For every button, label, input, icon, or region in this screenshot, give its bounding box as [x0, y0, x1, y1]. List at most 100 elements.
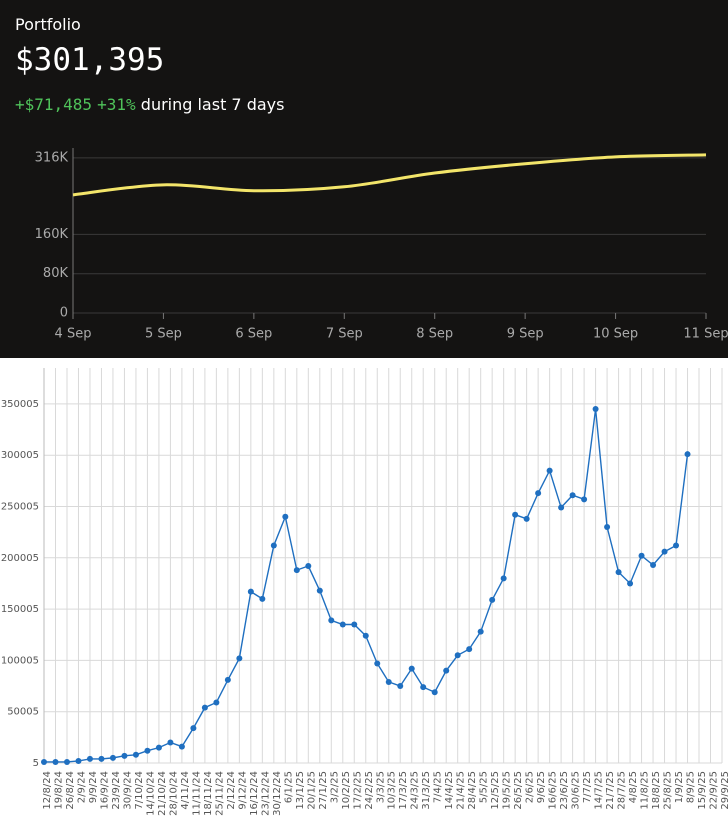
x-tick-label: 14/10/24 — [145, 771, 156, 816]
y-tick-label: 100005 — [1, 655, 39, 666]
point — [581, 496, 588, 503]
x-tick-label: 22/9/25 — [709, 771, 720, 810]
point — [443, 667, 450, 674]
x-tick-label: 9/12/24 — [237, 771, 248, 810]
x-tick-label: 1/9/25 — [674, 771, 685, 803]
point — [397, 683, 404, 690]
x-tick-label: 9 Sep — [507, 327, 544, 342]
y-tick-label: 150005 — [1, 604, 39, 615]
change-row: +$71,485 +31% during last 7 days — [15, 95, 284, 114]
x-tick-label: 28/10/24 — [168, 771, 179, 816]
point — [684, 451, 691, 458]
point — [316, 587, 323, 594]
x-tick-label: 16/9/24 — [99, 771, 110, 810]
x-tick-label: 25/8/25 — [663, 771, 674, 810]
point — [52, 758, 59, 765]
x-tick-label: 30/9/24 — [122, 771, 133, 810]
x-tick-label: 30/12/24 — [272, 771, 283, 816]
point — [132, 751, 139, 758]
point — [86, 755, 93, 762]
point — [98, 755, 105, 762]
point — [121, 752, 128, 759]
x-tick-label: 18/11/24 — [203, 771, 214, 816]
point — [305, 563, 312, 570]
point — [293, 567, 300, 574]
portfolio-value: $301,395 — [15, 42, 165, 78]
point — [259, 595, 266, 602]
x-tick-label: 21/7/25 — [605, 771, 616, 810]
point — [75, 757, 82, 764]
point — [201, 704, 208, 711]
portfolio-panel: Portfolio $301,395 +$71,485 +31% during … — [0, 0, 728, 358]
point — [523, 515, 530, 522]
point — [661, 548, 668, 555]
x-tick-label: 12/5/25 — [490, 771, 501, 810]
x-tick-label: 2/9/24 — [76, 771, 87, 803]
x-tick-label: 28/4/25 — [467, 771, 478, 810]
period: during last 7 days — [140, 95, 285, 114]
title: Portfolio — [15, 15, 81, 34]
point — [144, 747, 151, 754]
x-tick-label: 11/8/25 — [640, 771, 651, 810]
x-tick-label: 19/8/24 — [53, 771, 64, 810]
point — [420, 684, 427, 691]
point — [224, 676, 231, 683]
point — [638, 552, 645, 559]
point — [477, 628, 484, 635]
y-tick-label: 316K — [35, 150, 69, 165]
x-tick-label: 29/9/25 — [720, 771, 728, 810]
point — [190, 725, 197, 732]
chart-bottom: 5 50005 100005 150005 200005 250005 300005 3500… — [1, 368, 728, 816]
x-tick-label: 15/9/25 — [697, 771, 708, 810]
x-tick-label: 7/4/25 — [433, 771, 444, 803]
point — [627, 580, 634, 587]
x-tick-label: 9/9/24 — [88, 771, 99, 803]
x-tick-label: 7/10/24 — [134, 771, 145, 810]
point — [650, 561, 657, 568]
x-tick-label: 3/3/25 — [375, 771, 386, 803]
x-tick-label: 18/8/25 — [651, 771, 662, 810]
change-pct: +31% — [97, 95, 136, 114]
point — [167, 739, 174, 746]
point — [592, 406, 599, 413]
point — [466, 646, 473, 653]
point — [431, 689, 438, 696]
x-tick-label: 5/5/25 — [479, 771, 490, 803]
x-tick-label: 24/2/25 — [364, 771, 375, 810]
point — [178, 743, 185, 750]
x-tick-label: 5 Sep — [145, 327, 182, 342]
x-tick-label: 24/3/25 — [410, 771, 421, 810]
x-tick-label: 23/9/24 — [111, 771, 122, 810]
x-tick-label: 23/6/25 — [559, 771, 570, 810]
point — [282, 513, 289, 520]
x-tick-label: 25/11/24 — [214, 771, 225, 816]
x-tick-label: 26/5/25 — [513, 771, 524, 810]
line — [72, 153, 707, 197]
point — [604, 524, 611, 531]
point — [673, 542, 680, 549]
y-tick-label: 250005 — [1, 502, 39, 513]
x-tick-label: 17/3/25 — [398, 771, 409, 810]
x-tick-label: 7/7/25 — [582, 771, 593, 803]
y-tick-label: 50005 — [7, 707, 39, 718]
x-tick-label: 6 Sep — [235, 327, 272, 342]
change: +$71,485 — [15, 95, 93, 114]
point — [512, 511, 519, 518]
point — [454, 652, 461, 659]
x-tick-label: 2/12/24 — [226, 771, 237, 810]
point — [247, 588, 254, 595]
x-tick-label: 10/2/25 — [341, 771, 352, 810]
point — [558, 504, 565, 511]
x-tick-label: 21/10/24 — [157, 771, 168, 816]
point — [328, 617, 335, 624]
point — [408, 665, 415, 672]
x-tick-label: 3/2/25 — [329, 771, 340, 803]
point — [155, 744, 162, 751]
point — [109, 754, 116, 761]
point — [236, 655, 243, 662]
y-tick-label: 5 — [33, 758, 39, 769]
x-tick-label: 27/1/25 — [318, 771, 329, 810]
x-tick-label: 10 Sep — [593, 327, 638, 342]
x-tick-label: 17/2/25 — [352, 771, 363, 810]
point — [351, 621, 358, 628]
